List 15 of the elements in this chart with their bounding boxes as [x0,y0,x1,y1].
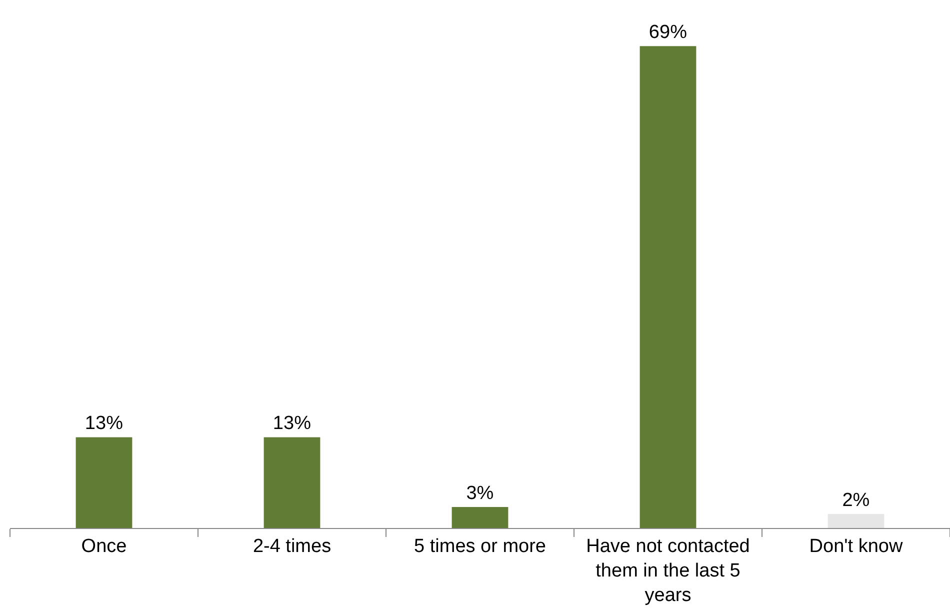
data-label: 13% [84,413,124,434]
x-tick-label: 5 times or more [414,536,546,557]
data-label: 3% [466,483,494,504]
data-label: 2% [842,490,870,512]
x-tick-label: Don't know [809,536,903,557]
x-tick-label: Once [81,536,127,557]
bar [76,437,132,528]
bar [640,46,696,528]
x-tick-label: 2-4 times [252,536,332,557]
data-label: 69% [648,22,688,44]
bar [828,514,884,528]
bar [264,437,320,528]
x-tick-label: Have not contacted them in the last 5 years [586,536,750,606]
data-label: 13% [272,413,312,434]
bar [452,507,508,528]
